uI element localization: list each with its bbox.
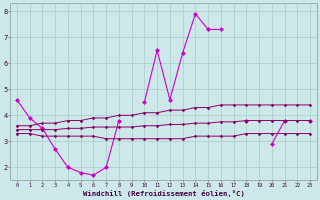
X-axis label: Windchill (Refroidissement éolien,°C): Windchill (Refroidissement éolien,°C): [83, 190, 244, 197]
